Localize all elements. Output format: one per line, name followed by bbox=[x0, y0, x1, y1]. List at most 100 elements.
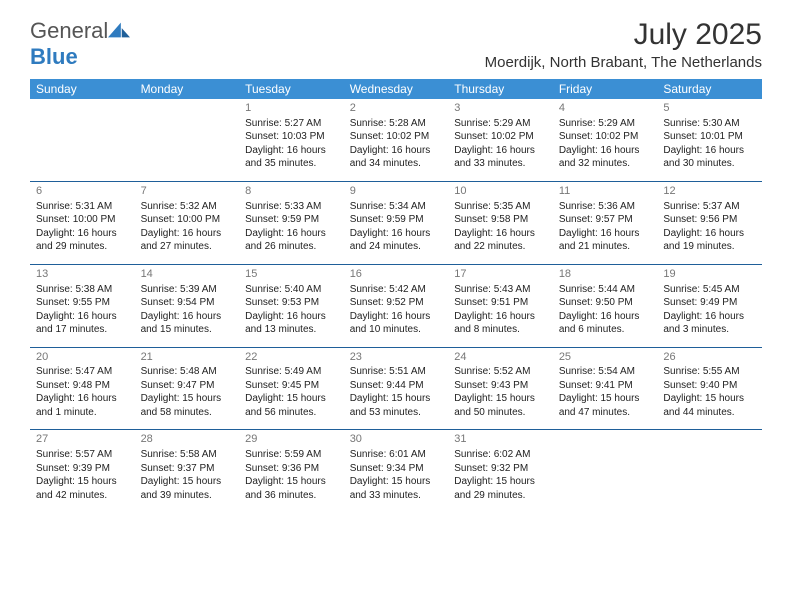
weekday-header: Sunday bbox=[30, 79, 135, 99]
sunrise-line: Sunrise: 5:42 AM bbox=[350, 283, 443, 297]
calendar-cell: 26Sunrise: 5:55 AMSunset: 9:40 PMDayligh… bbox=[657, 347, 762, 430]
month-title: July 2025 bbox=[485, 18, 762, 52]
sunset-line: Sunset: 9:32 PM bbox=[454, 462, 547, 476]
sunrise-line: Sunrise: 5:54 AM bbox=[559, 365, 652, 379]
calendar-row: 20Sunrise: 5:47 AMSunset: 9:48 PMDayligh… bbox=[30, 347, 762, 430]
calendar-cell: 22Sunrise: 5:49 AMSunset: 9:45 PMDayligh… bbox=[239, 347, 344, 430]
sunrise-line: Sunrise: 5:45 AM bbox=[663, 283, 756, 297]
day-number: 8 bbox=[245, 184, 338, 199]
day-number: 19 bbox=[663, 267, 756, 282]
sunrise-line: Sunrise: 6:02 AM bbox=[454, 448, 547, 462]
sunrise-line: Sunrise: 5:31 AM bbox=[36, 200, 129, 214]
sunrise-line: Sunrise: 5:47 AM bbox=[36, 365, 129, 379]
sunset-line: Sunset: 9:36 PM bbox=[245, 462, 338, 476]
day-number: 4 bbox=[559, 101, 652, 116]
daylight-line: Daylight: 16 hours and 34 minutes. bbox=[350, 144, 443, 171]
calendar-cell: 27Sunrise: 5:57 AMSunset: 9:39 PMDayligh… bbox=[30, 430, 135, 512]
daylight-line: Daylight: 15 hours and 53 minutes. bbox=[350, 392, 443, 419]
calendar-cell: 12Sunrise: 5:37 AMSunset: 9:56 PMDayligh… bbox=[657, 181, 762, 264]
calendar-cell bbox=[135, 99, 240, 181]
calendar-cell bbox=[30, 99, 135, 181]
daylight-line: Daylight: 15 hours and 47 minutes. bbox=[559, 392, 652, 419]
sunset-line: Sunset: 9:49 PM bbox=[663, 296, 756, 310]
sunset-line: Sunset: 9:58 PM bbox=[454, 213, 547, 227]
calendar-row: 6Sunrise: 5:31 AMSunset: 10:00 PMDayligh… bbox=[30, 181, 762, 264]
daylight-line: Daylight: 16 hours and 33 minutes. bbox=[454, 144, 547, 171]
daylight-line: Daylight: 16 hours and 10 minutes. bbox=[350, 310, 443, 337]
sunset-line: Sunset: 9:37 PM bbox=[141, 462, 234, 476]
sunrise-line: Sunrise: 5:44 AM bbox=[559, 283, 652, 297]
daylight-line: Daylight: 15 hours and 44 minutes. bbox=[663, 392, 756, 419]
calendar-cell: 24Sunrise: 5:52 AMSunset: 9:43 PMDayligh… bbox=[448, 347, 553, 430]
sunset-line: Sunset: 9:59 PM bbox=[350, 213, 443, 227]
day-number: 15 bbox=[245, 267, 338, 282]
sunset-line: Sunset: 10:02 PM bbox=[454, 130, 547, 144]
sunrise-line: Sunrise: 5:38 AM bbox=[36, 283, 129, 297]
day-number: 14 bbox=[141, 267, 234, 282]
daylight-line: Daylight: 15 hours and 42 minutes. bbox=[36, 475, 129, 502]
day-number: 31 bbox=[454, 432, 547, 447]
calendar-cell: 2Sunrise: 5:28 AMSunset: 10:02 PMDayligh… bbox=[344, 99, 449, 181]
day-number: 22 bbox=[245, 350, 338, 365]
weekday-header: Tuesday bbox=[239, 79, 344, 99]
day-number: 16 bbox=[350, 267, 443, 282]
sunrise-line: Sunrise: 5:34 AM bbox=[350, 200, 443, 214]
sunset-line: Sunset: 10:00 PM bbox=[36, 213, 129, 227]
sunset-line: Sunset: 10:01 PM bbox=[663, 130, 756, 144]
sunset-line: Sunset: 9:44 PM bbox=[350, 379, 443, 393]
sunset-line: Sunset: 10:02 PM bbox=[559, 130, 652, 144]
calendar-cell: 4Sunrise: 5:29 AMSunset: 10:02 PMDayligh… bbox=[553, 99, 658, 181]
calendar-cell bbox=[553, 430, 658, 512]
calendar-cell: 3Sunrise: 5:29 AMSunset: 10:02 PMDayligh… bbox=[448, 99, 553, 181]
day-number: 28 bbox=[141, 432, 234, 447]
daylight-line: Daylight: 15 hours and 36 minutes. bbox=[245, 475, 338, 502]
calendar-cell: 5Sunrise: 5:30 AMSunset: 10:01 PMDayligh… bbox=[657, 99, 762, 181]
sunset-line: Sunset: 9:34 PM bbox=[350, 462, 443, 476]
daylight-line: Daylight: 16 hours and 3 minutes. bbox=[663, 310, 756, 337]
logo-blue: Blue bbox=[30, 44, 78, 69]
sunset-line: Sunset: 9:53 PM bbox=[245, 296, 338, 310]
sunrise-line: Sunrise: 5:27 AM bbox=[245, 117, 338, 131]
sunrise-line: Sunrise: 5:43 AM bbox=[454, 283, 547, 297]
sunrise-line: Sunrise: 5:37 AM bbox=[663, 200, 756, 214]
sunset-line: Sunset: 9:56 PM bbox=[663, 213, 756, 227]
calendar-cell: 14Sunrise: 5:39 AMSunset: 9:54 PMDayligh… bbox=[135, 264, 240, 347]
daylight-line: Daylight: 16 hours and 35 minutes. bbox=[245, 144, 338, 171]
logo: General Blue bbox=[30, 18, 130, 70]
calendar-cell: 7Sunrise: 5:32 AMSunset: 10:00 PMDayligh… bbox=[135, 181, 240, 264]
sunrise-line: Sunrise: 5:40 AM bbox=[245, 283, 338, 297]
sunrise-line: Sunrise: 5:39 AM bbox=[141, 283, 234, 297]
day-number: 25 bbox=[559, 350, 652, 365]
weekday-header-row: SundayMondayTuesdayWednesdayThursdayFrid… bbox=[30, 79, 762, 99]
calendar-row: 27Sunrise: 5:57 AMSunset: 9:39 PMDayligh… bbox=[30, 430, 762, 512]
sunrise-line: Sunrise: 5:48 AM bbox=[141, 365, 234, 379]
sunrise-line: Sunrise: 5:36 AM bbox=[559, 200, 652, 214]
day-number: 12 bbox=[663, 184, 756, 199]
sunrise-line: Sunrise: 5:29 AM bbox=[559, 117, 652, 131]
sunrise-line: Sunrise: 5:30 AM bbox=[663, 117, 756, 131]
daylight-line: Daylight: 15 hours and 29 minutes. bbox=[454, 475, 547, 502]
daylight-line: Daylight: 15 hours and 58 minutes. bbox=[141, 392, 234, 419]
calendar-cell: 23Sunrise: 5:51 AMSunset: 9:44 PMDayligh… bbox=[344, 347, 449, 430]
day-number: 30 bbox=[350, 432, 443, 447]
daylight-line: Daylight: 15 hours and 39 minutes. bbox=[141, 475, 234, 502]
calendar-cell: 1Sunrise: 5:27 AMSunset: 10:03 PMDayligh… bbox=[239, 99, 344, 181]
day-number: 18 bbox=[559, 267, 652, 282]
sunrise-line: Sunrise: 5:55 AM bbox=[663, 365, 756, 379]
calendar-cell: 19Sunrise: 5:45 AMSunset: 9:49 PMDayligh… bbox=[657, 264, 762, 347]
day-number: 17 bbox=[454, 267, 547, 282]
location: Moerdijk, North Brabant, The Netherlands bbox=[485, 54, 762, 71]
sunrise-line: Sunrise: 5:29 AM bbox=[454, 117, 547, 131]
sunrise-line: Sunrise: 5:33 AM bbox=[245, 200, 338, 214]
calendar-row: 13Sunrise: 5:38 AMSunset: 9:55 PMDayligh… bbox=[30, 264, 762, 347]
sunset-line: Sunset: 9:41 PM bbox=[559, 379, 652, 393]
calendar-cell: 28Sunrise: 5:58 AMSunset: 9:37 PMDayligh… bbox=[135, 430, 240, 512]
sunrise-line: Sunrise: 5:59 AM bbox=[245, 448, 338, 462]
day-number: 7 bbox=[141, 184, 234, 199]
daylight-line: Daylight: 15 hours and 33 minutes. bbox=[350, 475, 443, 502]
day-number: 24 bbox=[454, 350, 547, 365]
day-number: 29 bbox=[245, 432, 338, 447]
calendar-cell bbox=[657, 430, 762, 512]
calendar-cell: 31Sunrise: 6:02 AMSunset: 9:32 PMDayligh… bbox=[448, 430, 553, 512]
sunset-line: Sunset: 10:03 PM bbox=[245, 130, 338, 144]
